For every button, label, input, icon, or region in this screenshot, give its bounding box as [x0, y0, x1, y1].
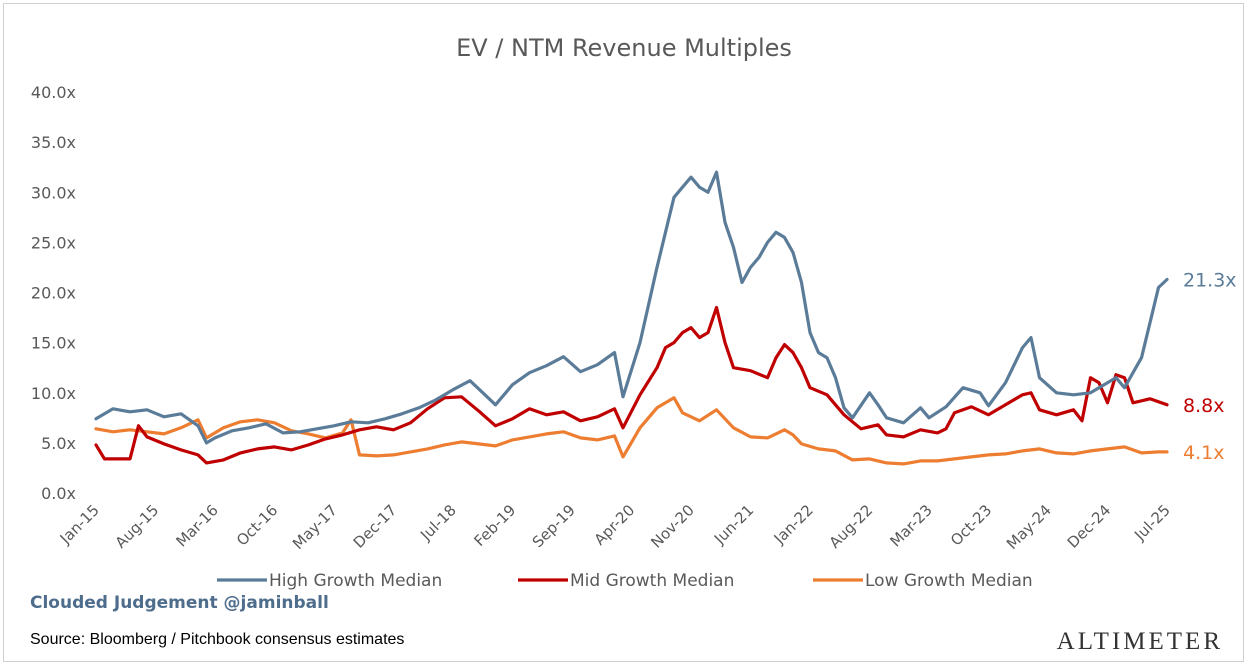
- x-tick-label: May-17: [289, 501, 341, 553]
- y-tick-label: 35.0x: [31, 133, 76, 152]
- series-layer: [94, 170, 1169, 466]
- series-line-low-growth-median: [94, 396, 1169, 466]
- x-tick-label: Mar-16: [172, 501, 221, 550]
- y-tick-label: 30.0x: [31, 183, 76, 202]
- x-axis: Jan-15 Aug-15 Mar-16 Oct-16 May-17 Dec-17 Jul-…: [56, 501, 1174, 553]
- chart-svg: EV / NTM Revenue Multiples 0.0x 5.0x 10.0x…: [31, 34, 1237, 591]
- end-value-label: 4.1x: [1183, 442, 1224, 464]
- series-line-high-growth-median: [94, 170, 1169, 445]
- x-tick-label: Jul-25: [1130, 501, 1174, 545]
- x-tick-label: Apr-20: [591, 501, 639, 549]
- legend-label: Mid Growth Median: [570, 571, 734, 591]
- x-tick-label: Feb-19: [470, 501, 519, 550]
- series-line-mid-growth-median: [94, 305, 1169, 465]
- x-tick-label: Dec-24: [1064, 501, 1115, 552]
- y-tick-label: 20.0x: [31, 284, 76, 303]
- x-tick-label: Jul-18: [416, 501, 460, 545]
- legend-label: Low Growth Median: [865, 571, 1033, 591]
- x-tick-label: Jan-15: [56, 501, 103, 548]
- end-value-label: 21.3x: [1183, 269, 1237, 291]
- x-tick-label: Jun-21: [710, 501, 757, 548]
- y-tick-label: 15.0x: [31, 334, 76, 353]
- x-tick-label: Jan-22: [770, 501, 817, 548]
- source-text: Source: Bloomberg / Pitchbook consensus …: [30, 631, 405, 648]
- y-axis: 0.0x 5.0x 10.0x 15.0x 20.0x 25.0x 30.0x 35.0x 40…: [31, 83, 76, 503]
- brand-logo: ALTIMETER: [1056, 628, 1223, 655]
- x-tick-label: Sep-19: [529, 501, 579, 551]
- y-tick-label: 25.0x: [31, 233, 76, 252]
- y-tick-label: 10.0x: [31, 384, 76, 403]
- x-tick-label: Oct-16: [233, 501, 281, 549]
- x-tick-label: Aug-22: [826, 501, 877, 552]
- y-tick-label: 5.0x: [41, 434, 76, 453]
- x-tick-label: Oct-23: [947, 501, 995, 549]
- end-labels: 4.1x 8.8x 21.3x: [1183, 269, 1237, 463]
- x-tick-label: May-24: [1003, 501, 1055, 553]
- legend-label: High Growth Median: [269, 571, 442, 591]
- chart-title: EV / NTM Revenue Multiples: [456, 34, 792, 62]
- x-tick-label: Dec-17: [350, 501, 401, 552]
- legend: High Growth Median Mid Growth Median Low G…: [217, 571, 1033, 591]
- x-tick-label: Nov-20: [647, 501, 697, 551]
- y-tick-label: 0.0x: [41, 484, 76, 503]
- chart-frame: EV / NTM Revenue Multiples 0.0x 5.0x 10.0x…: [3, 3, 1244, 662]
- y-tick-label: 40.0x: [31, 83, 76, 102]
- end-value-label: 8.8x: [1183, 395, 1224, 417]
- x-tick-label: Mar-23: [886, 501, 935, 550]
- x-tick-label: Aug-15: [112, 501, 163, 552]
- credit-text: Clouded Judgement @jaminball: [30, 593, 329, 613]
